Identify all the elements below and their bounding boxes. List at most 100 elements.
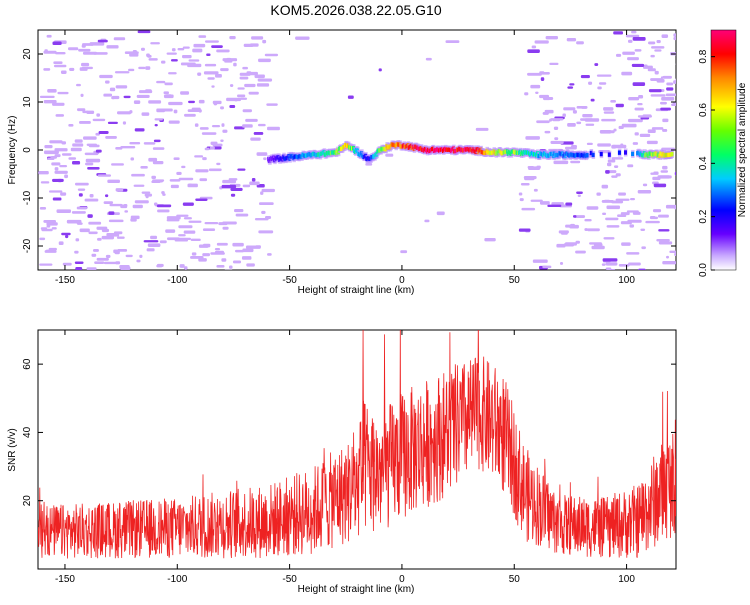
- noise-speck: [204, 63, 217, 67]
- noise-speck: [197, 72, 202, 76]
- noise-speck: [587, 228, 600, 232]
- noise-speck: [97, 174, 112, 177]
- noise-speck: [221, 184, 237, 189]
- noise-speck: [660, 101, 667, 105]
- noise-speck: [222, 129, 228, 133]
- noise-speck: [143, 240, 159, 243]
- noise-speck: [295, 36, 310, 40]
- noise-speck: [105, 80, 110, 84]
- noise-speck: [255, 245, 261, 249]
- noise-speck: [52, 178, 64, 183]
- noise-speck: [445, 40, 460, 44]
- noise-speck: [534, 40, 549, 44]
- noise-speck: [245, 118, 258, 122]
- noise-speck: [675, 63, 676, 65]
- noise-speck: [640, 228, 646, 231]
- noise-speck: [212, 100, 222, 105]
- noise-speck: [229, 104, 236, 109]
- trace-cell: [631, 151, 635, 157]
- noise-speck: [129, 110, 133, 114]
- noise-speck: [621, 242, 631, 246]
- noise-speck: [74, 182, 89, 186]
- noise-speck: [59, 165, 68, 168]
- noise-speck: [649, 216, 656, 219]
- noise-speck: [99, 74, 113, 79]
- noise-speck: [180, 91, 190, 95]
- noise-speck: [547, 204, 562, 208]
- noise-speck: [128, 68, 135, 72]
- snr-series-line: [38, 330, 676, 559]
- noise-speck: [168, 120, 180, 124]
- noise-speck: [113, 249, 118, 254]
- noise-speck: [257, 78, 273, 82]
- noise-speck: [218, 222, 228, 226]
- trace-cell: [607, 152, 611, 157]
- noise-speck: [233, 62, 237, 67]
- noise-speck: [41, 228, 53, 232]
- noise-speck: [176, 171, 182, 175]
- noise-speck: [106, 232, 120, 237]
- noise-speck: [117, 111, 132, 115]
- noise-speck: [93, 249, 99, 252]
- noise-speck: [521, 207, 536, 211]
- noise-speck: [165, 94, 172, 98]
- noise-speck: [533, 188, 538, 192]
- noise-speck: [136, 259, 141, 263]
- noise-speck: [576, 106, 588, 109]
- noise-speck: [258, 230, 274, 234]
- noise-speck: [193, 43, 206, 48]
- noise-speck: [124, 210, 129, 213]
- colorbar-tick-label: 0.8: [698, 49, 709, 63]
- bottom-xtick-label: -50: [282, 574, 297, 585]
- noise-speck: [212, 143, 223, 147]
- noise-speck: [51, 162, 61, 166]
- noise-speck: [641, 246, 646, 250]
- noise-speck: [111, 95, 120, 100]
- trace-cell: [623, 150, 627, 155]
- noise-speck: [637, 190, 652, 194]
- noise-speck: [168, 101, 183, 106]
- noise-speck: [425, 57, 432, 61]
- colorbar-gradient: [710, 29, 737, 271]
- noise-speck: [83, 136, 97, 140]
- noise-speck: [190, 238, 201, 242]
- noise-speck: [607, 159, 616, 163]
- chart-title: KOM5.2026.038.22.05.G10: [270, 2, 441, 18]
- noise-speck: [115, 188, 124, 192]
- noise-speck: [55, 52, 66, 55]
- noise-speck: [86, 143, 98, 146]
- noise-speck: [199, 127, 209, 130]
- noise-speck: [44, 145, 53, 149]
- noise-speck: [248, 91, 259, 95]
- noise-speck: [607, 162, 612, 167]
- noise-speck: [234, 126, 245, 130]
- noise-speck: [203, 71, 219, 75]
- noise-speck: [564, 242, 577, 246]
- noise-speck: [93, 52, 108, 55]
- noise-speck: [560, 141, 574, 145]
- noise-speck: [191, 252, 197, 256]
- noise-speck: [674, 207, 676, 210]
- noise-speck: [156, 108, 166, 113]
- noise-speck: [267, 126, 280, 131]
- noise-speck: [661, 96, 675, 101]
- noise-speck: [654, 49, 662, 52]
- noise-speck: [565, 224, 575, 228]
- noise-speck: [151, 180, 161, 184]
- noise-speck: [221, 123, 225, 127]
- noise-speck: [177, 48, 185, 51]
- noise-speck: [79, 228, 90, 233]
- noise-speck: [141, 47, 145, 51]
- noise-speck: [658, 241, 673, 245]
- noise-speck: [209, 146, 215, 150]
- noise-speck: [253, 131, 264, 135]
- noise-speck: [47, 89, 57, 93]
- noise-speck: [77, 108, 86, 112]
- noise-speck: [103, 261, 118, 265]
- noise-speck: [603, 237, 615, 240]
- noise-speck: [134, 128, 145, 132]
- noise-speck: [542, 112, 549, 115]
- noise-speck: [662, 118, 669, 123]
- noise-speck: [85, 158, 101, 163]
- noise-speck: [101, 228, 110, 233]
